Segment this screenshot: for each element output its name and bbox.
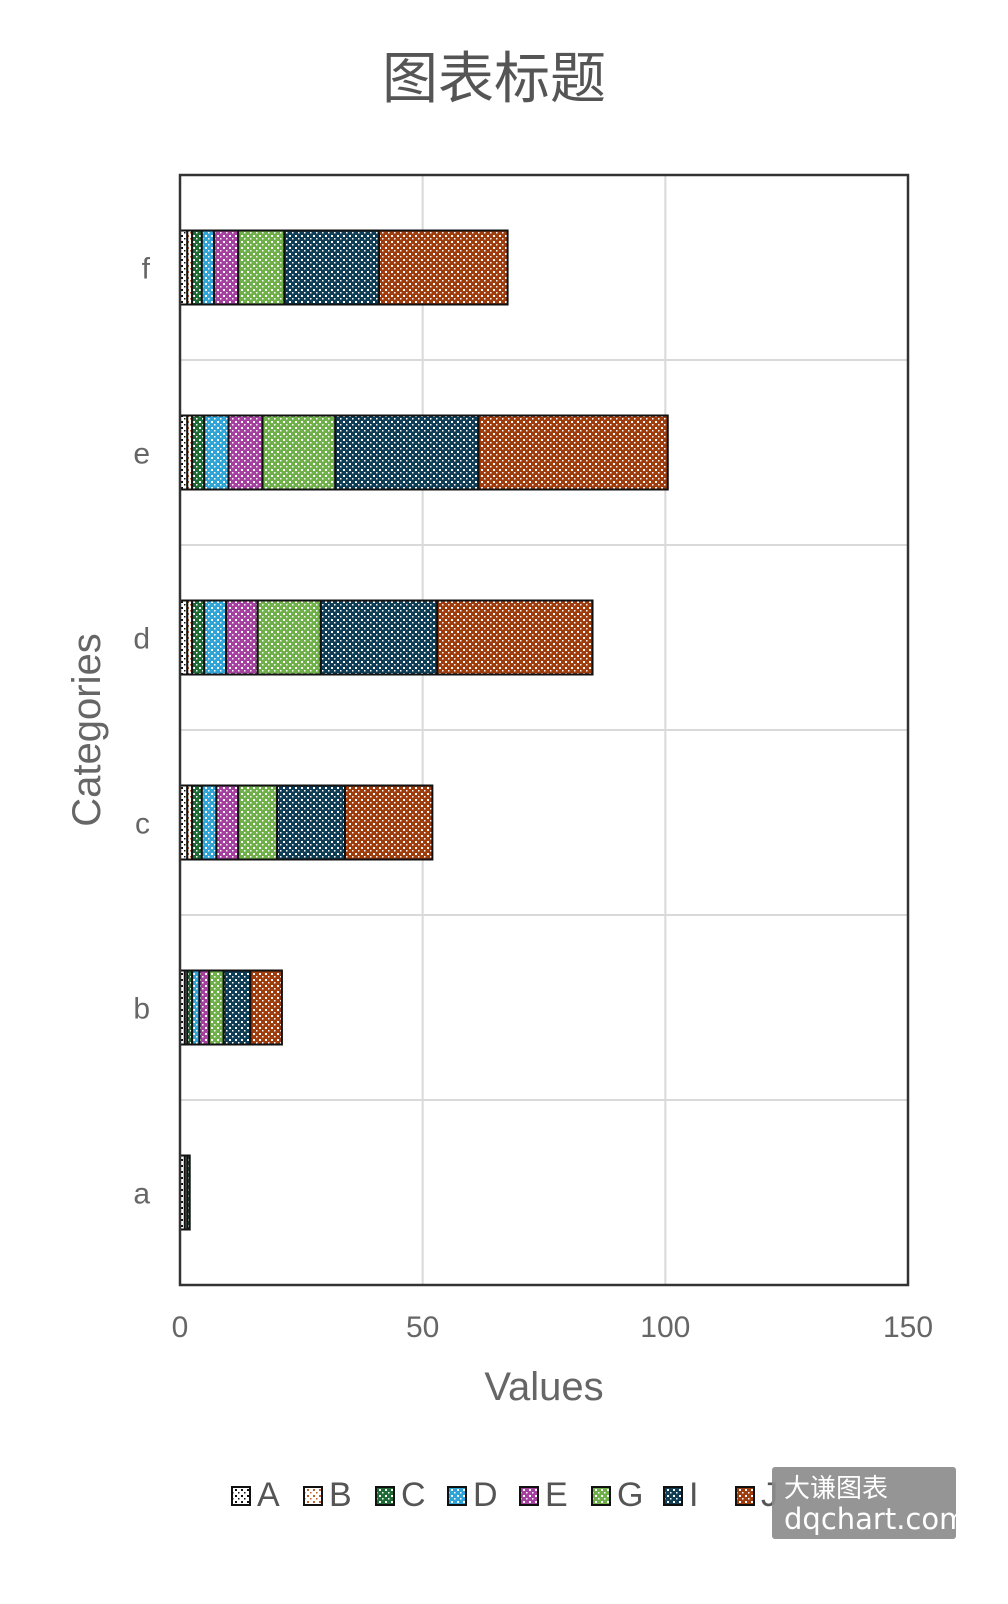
- y-tick-label: f: [142, 253, 151, 286]
- y-tick-label: c: [135, 808, 150, 841]
- bar-b-D: [191, 969, 201, 1046]
- bar-e-C: [191, 414, 206, 491]
- plot-area: [178, 173, 910, 1287]
- bar-c-G: [237, 784, 279, 861]
- legend-swatch-G: [591, 1486, 611, 1506]
- legend-label-B: B: [329, 1476, 352, 1514]
- tick-labels: 0 50 100 150 a b c d e f: [133, 253, 933, 1345]
- legend-label-D: D: [473, 1476, 498, 1514]
- bar-e-D: [203, 414, 230, 491]
- bar-e-I: [334, 414, 480, 491]
- bar-b-E: [198, 969, 211, 1046]
- legend-swatch-C: [375, 1486, 395, 1506]
- bars: [179, 229, 669, 1231]
- watermark-line1: 大谦图表: [784, 1474, 888, 1504]
- bar-e-E: [227, 414, 264, 491]
- bar-b-G: [208, 969, 225, 1046]
- bar-d-E: [225, 599, 259, 676]
- bar-e-J: [477, 414, 669, 491]
- legend-swatch-I: [663, 1486, 683, 1506]
- legend-label-C: C: [401, 1476, 426, 1514]
- y-tick-label: d: [133, 623, 150, 656]
- bar-f-G: [237, 229, 286, 306]
- bar-e-G: [261, 414, 337, 491]
- legend-label-A: A: [257, 1476, 280, 1514]
- legend-label-G: G: [617, 1476, 643, 1514]
- x-tick-label: 0: [172, 1311, 189, 1344]
- x-tick-label: 150: [883, 1311, 933, 1344]
- legend-swatch-J: [735, 1486, 755, 1506]
- legend-label-I: I: [689, 1476, 698, 1514]
- bar-c-I: [276, 784, 347, 861]
- bar-c-J: [344, 784, 434, 861]
- legend-label-E: E: [545, 1476, 568, 1514]
- y-tick-label: e: [133, 438, 150, 471]
- legend-swatch-B: [303, 1486, 323, 1506]
- chart-title: 图表标题: [382, 47, 606, 112]
- y-tick-label: a: [133, 1178, 150, 1211]
- x-tick-label: 100: [640, 1311, 690, 1344]
- bar-d-G: [256, 599, 322, 676]
- bar-f-E: [212, 229, 240, 306]
- bar-f-D: [200, 229, 215, 306]
- bar-d-J: [436, 599, 594, 676]
- x-axis-title: Values: [484, 1365, 603, 1409]
- bar-c-E: [215, 784, 240, 861]
- bar-f-C: [191, 229, 203, 306]
- bar-c-D: [200, 784, 218, 861]
- bar-d-C: [191, 599, 206, 676]
- bar-b-J: [249, 969, 283, 1046]
- bar-a-C: [186, 1154, 191, 1231]
- grid: [179, 175, 909, 1285]
- watermark-box: [772, 1467, 956, 1539]
- bar-d-I: [319, 599, 439, 676]
- y-tick-label: b: [133, 993, 150, 1026]
- x-tick-label: 50: [406, 1311, 439, 1344]
- bar-d-D: [203, 599, 228, 676]
- bar-f-I: [283, 229, 380, 306]
- y-axis-title: Categories: [65, 633, 109, 826]
- bar-c-C: [191, 784, 203, 861]
- watermark-line2: dqchart.com: [784, 1502, 967, 1536]
- legend-swatch-D: [447, 1486, 467, 1506]
- bar-b-I: [222, 969, 252, 1046]
- legend-swatch-E: [519, 1486, 539, 1506]
- legend-swatch-A: [231, 1486, 251, 1506]
- watermark: 大谦图表 dqchart.com: [772, 1467, 967, 1539]
- bar-f-J: [377, 229, 509, 306]
